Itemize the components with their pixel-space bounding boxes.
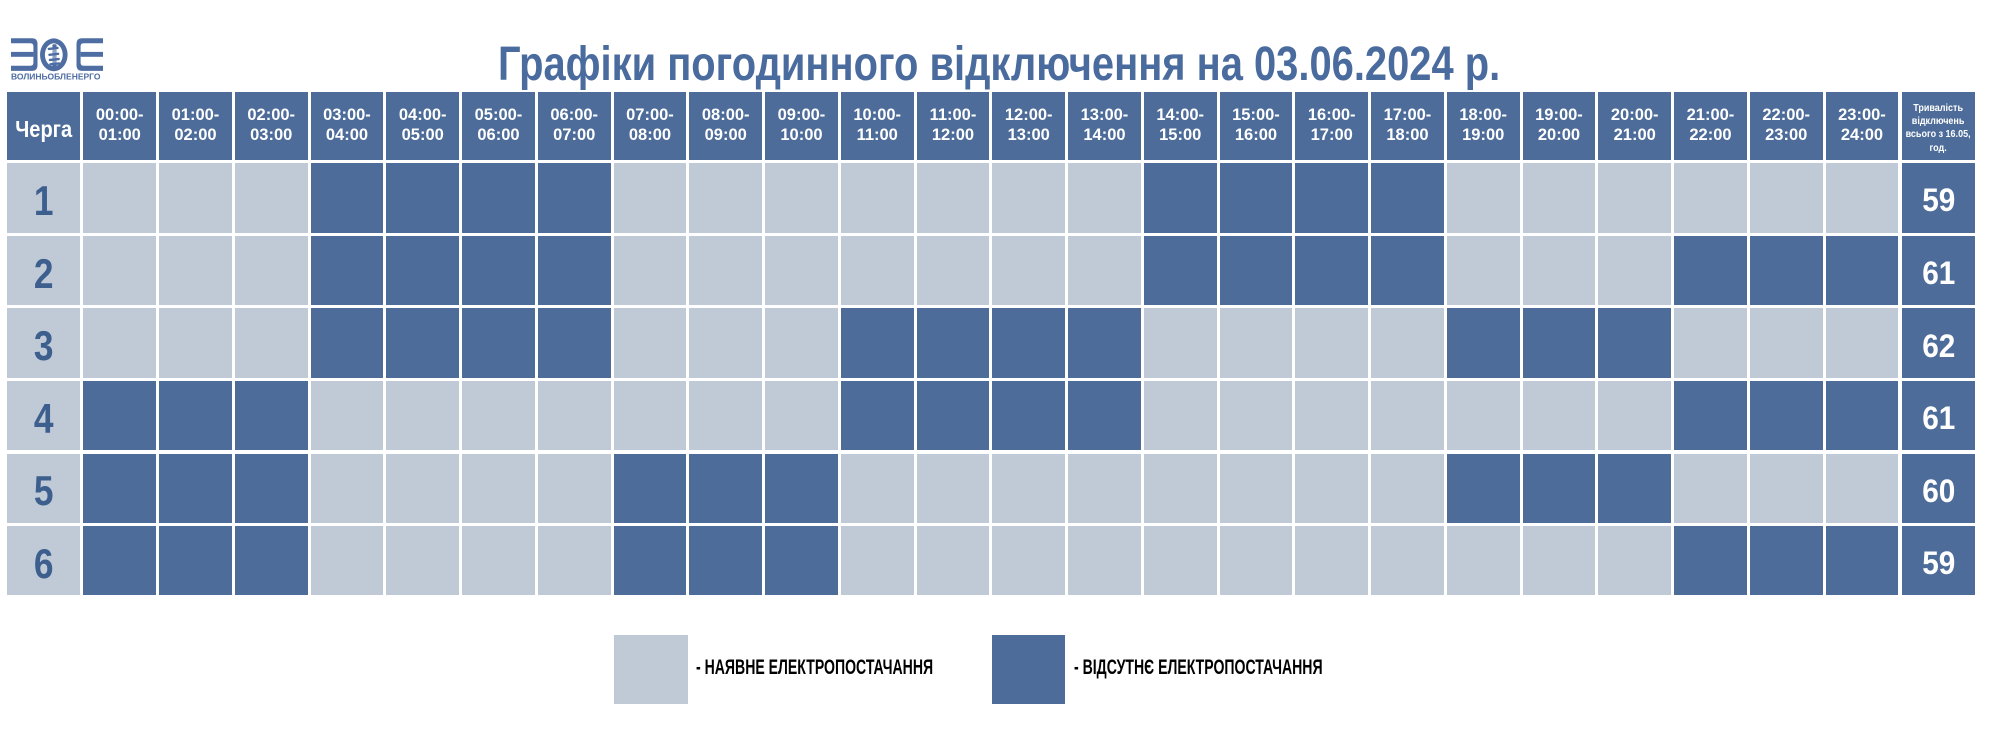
svg-text:ВОЛИНЬОБЛЕНЕРГО: ВОЛИНЬОБЛЕНЕРГО xyxy=(11,72,101,80)
